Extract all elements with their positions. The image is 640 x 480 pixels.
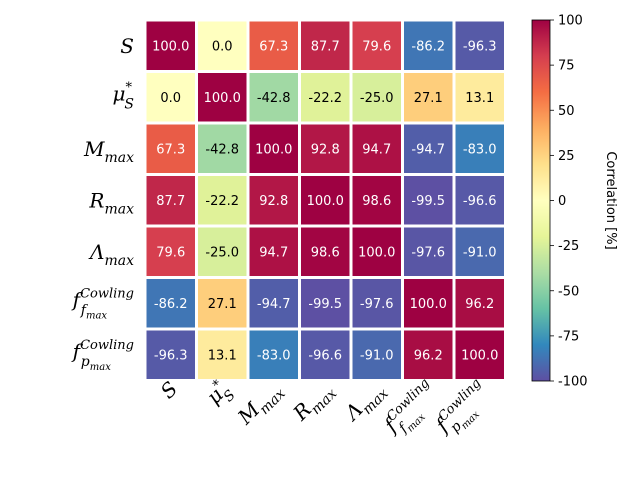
cell-value-label: 67.3 — [156, 142, 185, 157]
cell-value-label: 79.6 — [156, 245, 185, 260]
colorbar-tick-label: -25 — [558, 239, 579, 254]
cell-value-label: 13.1 — [208, 348, 237, 363]
cell-value-label: 92.8 — [259, 194, 288, 209]
colorbar-tick-label: 100 — [558, 14, 583, 29]
heatmap-cell — [349, 327, 404, 382]
cell-value-label: -22.2 — [205, 194, 239, 209]
colorbar-gradient — [531, 19, 551, 382]
cell-value-label: -94.7 — [257, 297, 291, 312]
axis-tick-label: fCowlingfmax — [377, 376, 447, 446]
axis-tick-label: fCowlingpmax — [429, 376, 499, 446]
heatmap-cell — [246, 327, 301, 382]
cell-value-label: 100.0 — [461, 348, 498, 363]
cell-value-label: -99.5 — [308, 297, 342, 312]
heatmap-cell — [246, 224, 301, 279]
heatmap-cell — [401, 173, 456, 228]
heatmap-cell — [298, 327, 353, 382]
cell-value-label: -83.0 — [463, 142, 497, 157]
cell-value-label: 100.0 — [410, 297, 447, 312]
heatmap-cell — [143, 276, 198, 331]
cell-value-label: 92.8 — [311, 142, 340, 157]
colorbar-label: Correlation [%] — [603, 151, 618, 249]
axis-tick-label: Mmax — [232, 377, 289, 434]
colorbar-tick-label: -50 — [558, 284, 579, 299]
cell-value-label: -25.0 — [360, 91, 394, 106]
axis-tick-label: Mmax — [83, 137, 134, 166]
cell-value-label: 27.1 — [208, 297, 237, 312]
heatmap-cell — [143, 70, 198, 125]
colorbar-tick-label: 25 — [558, 149, 575, 164]
colorbar-tick-label: 50 — [558, 104, 575, 119]
colorbar-tick-label: 75 — [558, 59, 575, 74]
axis-tick-label: Rmax — [88, 188, 134, 217]
colorbar-tick-label: 0 — [558, 194, 566, 209]
cell-value-label: 100.0 — [358, 245, 395, 260]
axis-tick-label: S — [120, 34, 134, 58]
cell-value-label: 13.1 — [465, 91, 494, 106]
colorbar-tick-label: -100 — [558, 375, 588, 390]
heatmap-cell — [452, 327, 507, 382]
cell-value-label: 67.3 — [259, 39, 288, 54]
heatmap-cell — [246, 121, 301, 176]
heatmap-cell — [349, 121, 404, 176]
axis-tick-label: Rmax — [288, 377, 341, 430]
cell-value-label: -83.0 — [257, 348, 291, 363]
cell-value-label: -91.0 — [463, 245, 497, 260]
cell-value-label: -96.6 — [463, 194, 497, 209]
heatmap-cell — [401, 121, 456, 176]
cell-value-label: -96.6 — [308, 348, 342, 363]
heatmap-cell — [195, 121, 250, 176]
cell-value-label: -96.3 — [463, 39, 497, 54]
cell-value-label: 96.2 — [465, 297, 494, 312]
cell-value-label: -22.2 — [308, 91, 342, 106]
cell-value-label: -97.6 — [360, 297, 394, 312]
cell-value-label: 27.1 — [414, 91, 443, 106]
axis-tick-label: μ*S — [113, 80, 134, 112]
heatmap-cell — [246, 70, 301, 125]
cell-value-label: -91.0 — [360, 348, 394, 363]
cell-value-label: 0.0 — [160, 91, 181, 106]
cell-value-label: 100.0 — [204, 91, 241, 106]
cell-value-label: 98.6 — [362, 194, 391, 209]
cell-value-label: -94.7 — [411, 142, 445, 157]
heatmap-cell — [195, 173, 250, 228]
cell-value-label: 94.7 — [259, 245, 288, 260]
cell-value-label: -25.0 — [205, 245, 239, 260]
cell-value-label: 100.0 — [307, 194, 344, 209]
cell-value-label: 100.0 — [152, 39, 189, 54]
heatmap-cell — [401, 327, 456, 382]
colorbar-tick-label: -75 — [558, 329, 579, 344]
row-labels: Sμ* S Mmax Rmax Λmax fCowling fmax fCowling pmax — [71, 34, 134, 373]
cell-value-label: -42.8 — [205, 142, 239, 157]
cell-value-label: 87.7 — [311, 39, 340, 54]
cell-value-label: 94.7 — [362, 142, 391, 157]
heatmap-cells: 100.0 0.0 67.3 87.7 79.6 -86.2 -96.3 0.0 100.0 -4… — [143, 18, 507, 382]
cell-value-label: 79.6 — [362, 39, 391, 54]
cell-value-label: -97.6 — [411, 245, 445, 260]
cell-value-label: -42.8 — [257, 91, 291, 106]
cell-value-label: 100.0 — [255, 142, 292, 157]
colorbar: -100 -75 -50 -25 0 25 50 75 100 Correlation [%] — [531, 14, 618, 390]
cell-value-label: -99.5 — [411, 194, 445, 209]
cell-value-label: 0.0 — [212, 39, 233, 54]
cell-value-label: 96.2 — [414, 348, 443, 363]
cell-value-label: 87.7 — [156, 194, 185, 209]
axis-tick-label: Λmax — [88, 240, 134, 269]
cell-value-label: 98.6 — [311, 245, 340, 260]
cell-value-label: -96.3 — [154, 348, 188, 363]
cell-value-label: -86.2 — [411, 39, 445, 54]
cell-value-label: -86.2 — [154, 297, 188, 312]
